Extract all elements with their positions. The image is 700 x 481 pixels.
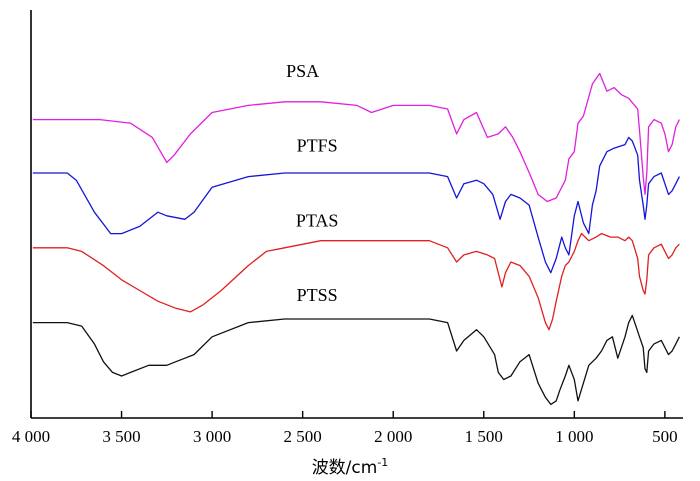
x-axis-title-superscript: -1 (377, 456, 388, 469)
series-label-ptfs: PTFS (297, 136, 338, 156)
x-axis-title: 波数/cm-1 (312, 456, 389, 478)
series-label-psa: PSA (286, 61, 319, 81)
x-tick-label: 3 000 (193, 427, 231, 446)
x-tick-label: 1 000 (555, 427, 593, 446)
x-axis-ticks: 4 000 3 500 3 000 2 500 2 000 1 500 1 000 500 (12, 411, 678, 446)
x-tick-label: 3 500 (102, 427, 140, 446)
x-tick-label: 1 500 (465, 427, 503, 446)
series-labels: PSA PTFS PTAS PTSS (286, 61, 338, 305)
series-label-ptss: PTSS (297, 285, 338, 305)
x-tick-label: 500 (652, 427, 678, 446)
x-tick-label: 2 500 (284, 427, 322, 446)
x-tick-label: 2 000 (374, 427, 412, 446)
series-line-psa (32, 72, 680, 203)
spectra-series (32, 72, 680, 406)
series-line-ptfs (32, 136, 680, 274)
x-tick-label: 4 000 (12, 427, 50, 446)
series-label-ptas: PTAS (296, 210, 339, 230)
series-line-ptas (32, 232, 680, 331)
series-line-ptss (32, 314, 680, 406)
plot-frame (30, 10, 683, 419)
